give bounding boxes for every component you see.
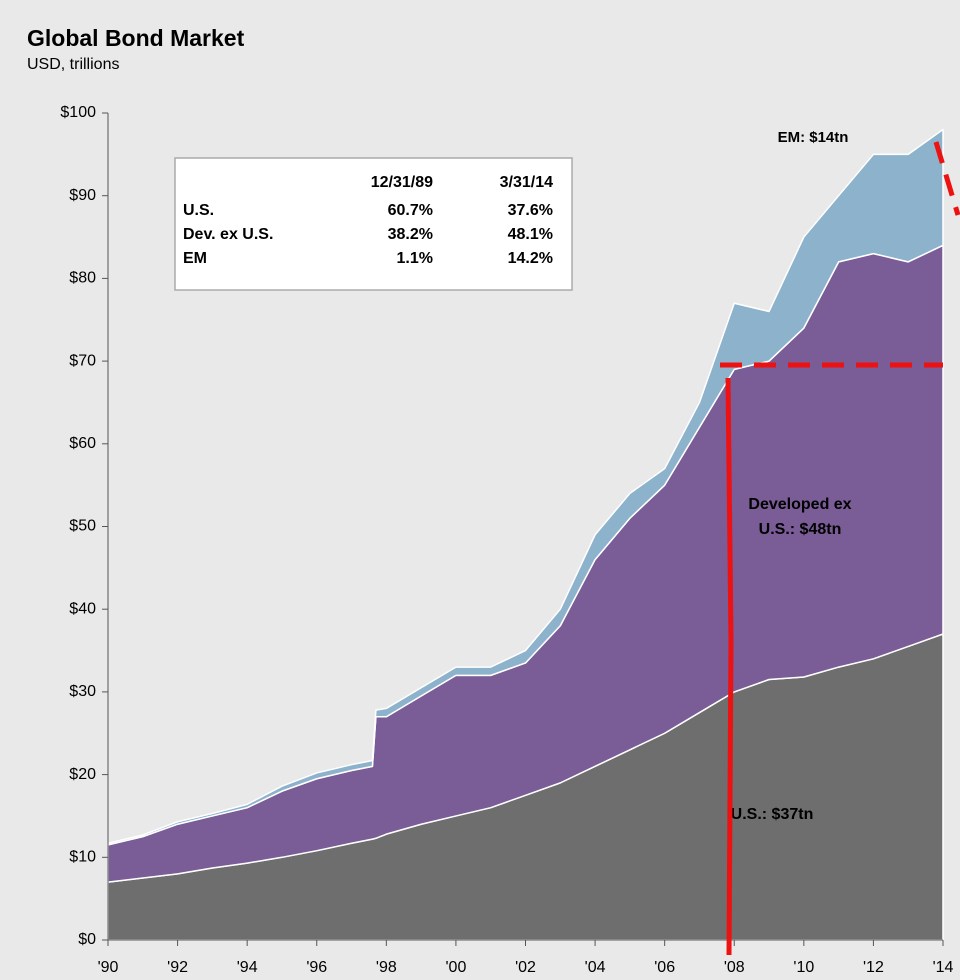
x-tick-label: '10 — [793, 959, 814, 976]
y-tick-label: $0 — [78, 931, 96, 948]
table-cell: 37.6% — [508, 202, 553, 219]
x-tick-label: '04 — [585, 959, 606, 976]
chart-subtitle: USD, trillions — [27, 56, 119, 73]
y-tick-label: $90 — [69, 187, 96, 204]
x-tick-label: '90 — [98, 959, 119, 976]
x-tick-label: '00 — [445, 959, 466, 976]
chart-title: Global Bond Market — [27, 25, 245, 51]
y-tick-label: $20 — [69, 766, 96, 783]
table-cell: 48.1% — [508, 226, 553, 243]
area-band — [107, 128, 944, 846]
table-header: 3/31/14 — [500, 174, 553, 191]
table-box — [174, 157, 573, 291]
y-tick-label: $80 — [69, 270, 96, 287]
y-tick-label: $70 — [69, 352, 96, 369]
x-tick-label: '92 — [167, 959, 188, 976]
y-tick-label: $10 — [69, 849, 96, 866]
y-tick-label: $50 — [69, 518, 96, 535]
table-row-label: U.S. — [183, 202, 214, 219]
annotation: U.S.: $48tn — [759, 521, 842, 538]
y-tick-label: $60 — [69, 435, 96, 452]
y-tick-label: $40 — [69, 600, 96, 617]
x-tick-label: '12 — [863, 959, 884, 976]
table-cell: 14.2% — [508, 250, 553, 267]
plot-area: $0 $10 $20 $30 $40 $50 $60 $70 $80 $90 $100 '90 '92 '… — [60, 104, 953, 976]
x-tick-label: '98 — [376, 959, 397, 976]
annotation: EM: $14tn — [778, 129, 849, 146]
x-tick-label: '02 — [515, 959, 536, 976]
table-row-label: Dev. ex U.S. — [183, 226, 273, 243]
x-tick-label: '14 — [933, 959, 954, 976]
table-header: 12/31/89 — [371, 174, 433, 191]
overlay: EM: $14tn Developed ex U.S.: $48tn U.S.: $3… — [174, 129, 852, 823]
table-row-label: EM — [183, 250, 207, 267]
annotation: Developed ex — [748, 496, 851, 513]
y-tick-label: $100 — [60, 104, 96, 121]
x-tick-label: '06 — [654, 959, 675, 976]
annotation: U.S.: $37tn — [731, 806, 814, 823]
table-cell: 60.7% — [388, 202, 433, 219]
x-tick-label: '94 — [237, 959, 258, 976]
x-tick-label: '08 — [724, 959, 745, 976]
table-cell: 1.1% — [397, 250, 433, 267]
table-cell: 38.2% — [388, 226, 433, 243]
x-tick-label: '96 — [306, 959, 327, 976]
y-tick-label: $30 — [69, 683, 96, 700]
